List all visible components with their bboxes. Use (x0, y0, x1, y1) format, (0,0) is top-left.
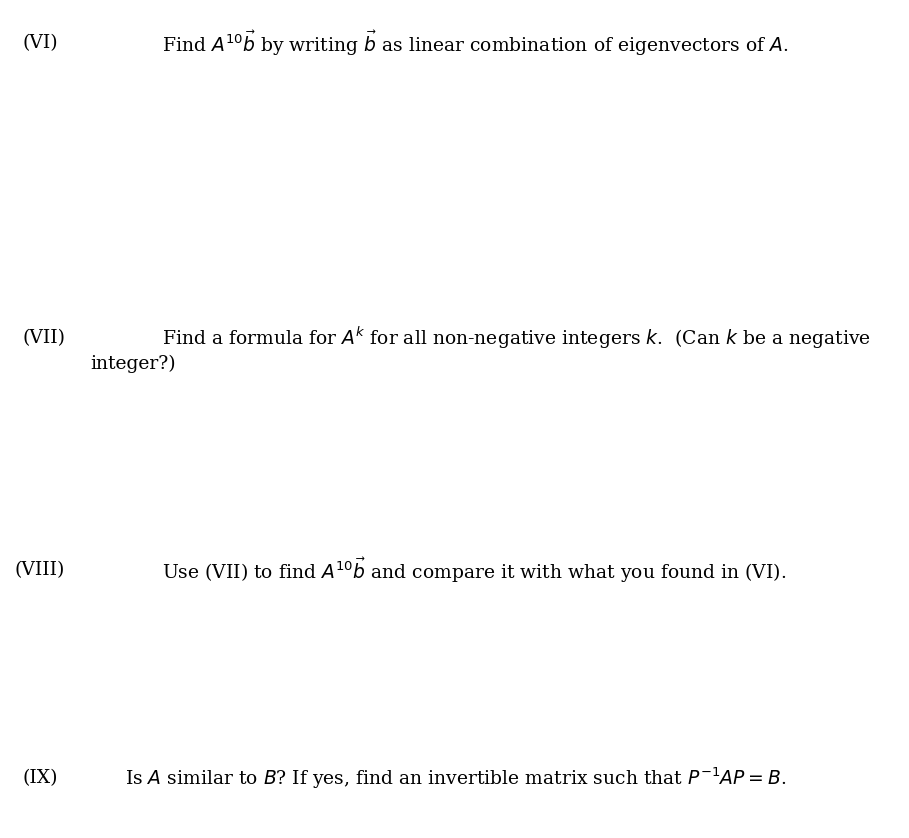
Text: (IX): (IX) (22, 769, 57, 787)
Text: Use (VII) to find $A^{10}\vec{b}$ and compare it with what you found in (VI).: Use (VII) to find $A^{10}\vec{b}$ and co… (162, 556, 786, 585)
Text: (VII): (VII) (22, 329, 65, 347)
Text: Find a formula for $A^k$ for all non-negative integers $k$.  (Can $k$ be a negat: Find a formula for $A^k$ for all non-neg… (162, 325, 871, 351)
Text: Find $A^{10}\vec{b}$ by writing $\vec{b}$ as linear combination of eigenvectors : Find $A^{10}\vec{b}$ by writing $\vec{b}… (162, 28, 788, 58)
Text: Is $A$ similar to $B$? If yes, find an invertible matrix such that $P^{-1}AP = B: Is $A$ similar to $B$? If yes, find an i… (125, 765, 786, 791)
Text: (VI): (VI) (22, 34, 57, 52)
Text: integer?): integer?) (90, 354, 175, 373)
Text: (VIII): (VIII) (15, 561, 65, 579)
